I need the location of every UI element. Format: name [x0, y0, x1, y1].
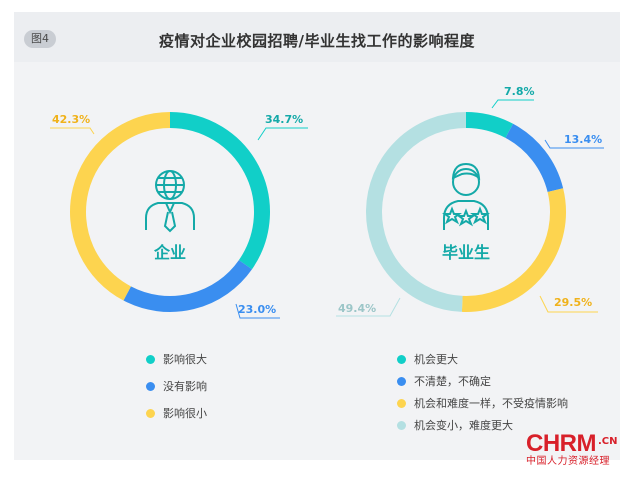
legend-label: 机会和难度一样，不受疫情影响 [414, 397, 568, 410]
legend-label: 影响很小 [163, 407, 207, 420]
leader-line [50, 127, 95, 135]
donut-enterprise [70, 112, 270, 312]
leader-line [491, 99, 534, 109]
center-label-graduates: 毕业生 [442, 243, 490, 262]
legend-item: 机会更大 [397, 352, 458, 368]
logo-subtitle: 中国人力资源经理 [526, 456, 610, 467]
legend-label: 影响很大 [163, 353, 207, 366]
data-label: 7.8% [504, 85, 535, 98]
legend-swatch [397, 376, 406, 386]
logo-suffix: .CN [598, 436, 618, 447]
legend-item: 影响很大 [146, 352, 207, 368]
legend-swatch [146, 381, 155, 391]
data-label: 49.4% [338, 302, 376, 315]
legend-swatch [397, 354, 406, 364]
center-label-enterprise: 企业 [153, 243, 186, 262]
leader-line [257, 127, 308, 141]
legend-label: 没有影响 [163, 380, 207, 393]
header-bar [14, 12, 620, 62]
donut-slice-3 [461, 188, 566, 312]
leader-line [544, 139, 604, 149]
donut-slice-2 [505, 123, 564, 193]
data-label: 42.3% [52, 113, 90, 126]
donut-graduates [366, 112, 566, 312]
legend-label: 机会更大 [414, 353, 458, 366]
chart-card [14, 12, 620, 460]
donut-slice-4 [366, 112, 467, 312]
legend-swatch [397, 420, 406, 430]
legend-label: 不清楚，不确定 [414, 375, 491, 388]
chrm-logo: CHRM .CN 中国人力资源经理 [526, 432, 626, 468]
globe-head-icon [145, 170, 195, 233]
data-label: 34.7% [265, 113, 303, 126]
legend-label: 机会变小，难度更大 [414, 419, 513, 432]
donut-slice-1 [465, 112, 514, 138]
leader-line [235, 303, 280, 319]
figure-badge: 图4 [24, 30, 56, 48]
donut-slice-3 [70, 112, 171, 301]
legend-item: 影响很小 [146, 406, 207, 422]
legend-swatch [146, 354, 155, 364]
graduate-icon [442, 162, 490, 230]
data-label: 23.0% [238, 303, 276, 316]
donut-slice-1 [169, 112, 270, 270]
legend-item: 不清楚，不确定 [397, 374, 491, 390]
page-title: 疫情对企业校园招聘/毕业生找工作的影响程度 [159, 32, 475, 50]
logo-main: CHRM [526, 430, 597, 457]
data-label: 13.4% [564, 133, 602, 146]
legend-item: 没有影响 [146, 379, 207, 395]
leader-line [539, 295, 598, 313]
legend-swatch [146, 408, 155, 418]
leader-line [336, 297, 401, 317]
data-label: 29.5% [554, 296, 592, 309]
legend-item: 机会变小，难度更大 [397, 418, 513, 434]
donut-slice-2 [123, 259, 252, 312]
legend-swatch [397, 398, 406, 408]
legend-item: 机会和难度一样，不受疫情影响 [397, 396, 568, 412]
